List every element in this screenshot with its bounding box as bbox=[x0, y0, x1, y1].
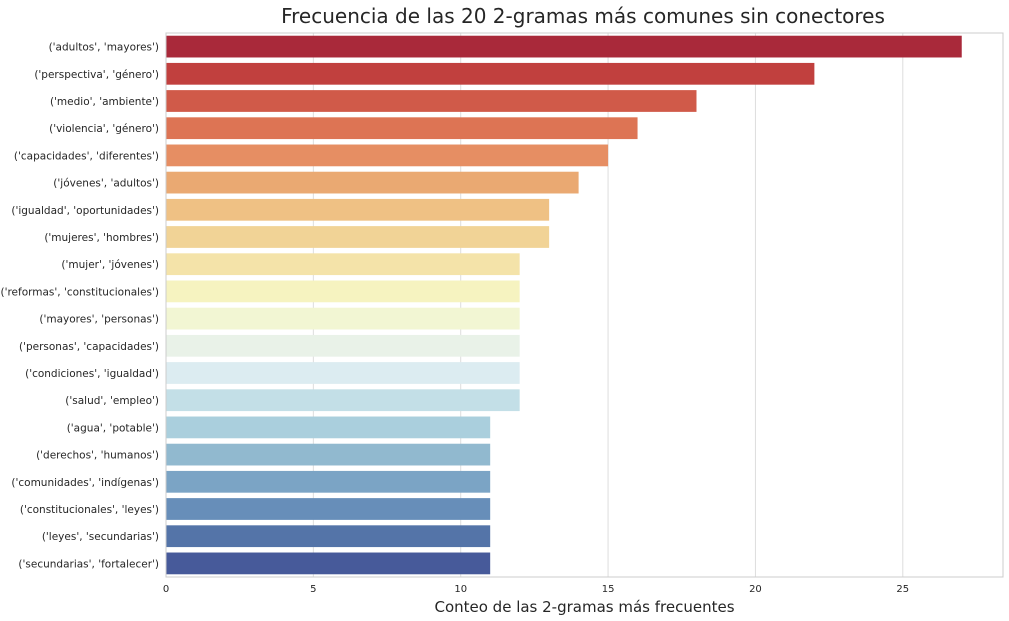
bar bbox=[166, 62, 815, 85]
bar bbox=[166, 443, 491, 466]
y-tick-label: ('mayores', 'personas') bbox=[39, 314, 159, 326]
x-tick-label: 10 bbox=[454, 584, 467, 595]
bar bbox=[166, 280, 520, 303]
bar bbox=[166, 117, 638, 140]
bar bbox=[166, 90, 697, 112]
bar bbox=[166, 470, 491, 493]
x-tick-label: 0 bbox=[163, 584, 169, 595]
y-tick-labels: ('adultos', 'mayores') ('perspectiva', 'g… bbox=[0, 42, 159, 571]
bar bbox=[166, 362, 520, 384]
y-tick-label: ('capacidades', 'diferentes') bbox=[14, 150, 159, 162]
x-axis-label: Conteo de las 2-gramas más frecuentes bbox=[434, 598, 734, 616]
bar bbox=[166, 498, 491, 520]
bar bbox=[166, 198, 550, 221]
plot-frame bbox=[165, 32, 1004, 578]
bar bbox=[166, 389, 520, 412]
bar bbox=[166, 307, 520, 330]
y-tick-label: ('reformas', 'constitucionales') bbox=[0, 286, 159, 298]
y-tick-label: ('mujeres', 'hombres') bbox=[44, 232, 159, 244]
y-tick-label: ('igualdad', 'oportunidades') bbox=[11, 205, 159, 217]
bar bbox=[166, 144, 609, 167]
x-tick-labels: 0 5 10 15 20 25 bbox=[163, 584, 909, 595]
bar bbox=[166, 253, 520, 276]
y-tick-label: ('mujer', 'jóvenes') bbox=[61, 259, 159, 271]
x-tick-label: 5 bbox=[310, 584, 316, 595]
y-tick-label: ('jóvenes', 'adultos') bbox=[53, 178, 159, 190]
bars bbox=[166, 35, 962, 575]
y-tick-label: ('constitucionales', 'leyes') bbox=[20, 504, 159, 516]
bar bbox=[166, 552, 491, 575]
y-tick-label: ('violencia', 'género') bbox=[49, 123, 159, 135]
bar bbox=[166, 35, 962, 58]
y-tick-label: ('adultos', 'mayores') bbox=[49, 42, 159, 54]
x-tick-label: 20 bbox=[749, 584, 762, 595]
x-tick-label: 15 bbox=[602, 584, 615, 595]
y-tick-label: ('leyes', 'secundarias') bbox=[42, 531, 159, 543]
bar bbox=[166, 334, 520, 357]
y-tick-label: ('medio', 'ambiente') bbox=[50, 96, 159, 108]
y-tick-label: ('salud', 'empleo') bbox=[65, 395, 159, 407]
grid-lines bbox=[165, 33, 904, 577]
y-tick-label: ('perspectiva', 'género') bbox=[34, 69, 159, 81]
y-tick-label: ('secundarias', 'fortalecer') bbox=[18, 558, 159, 570]
y-tick-label: ('derechos', 'humanos') bbox=[36, 450, 159, 462]
y-tick-label: ('comunidades', 'indígenas') bbox=[11, 477, 159, 489]
bar bbox=[166, 416, 491, 439]
y-tick-label: ('condiciones', 'igualdad') bbox=[25, 368, 159, 380]
y-tick-label: ('personas', 'capacidades') bbox=[19, 341, 159, 353]
bar bbox=[166, 525, 491, 548]
chart-title: Frecuencia de las 20 2-gramas más comune… bbox=[281, 4, 885, 28]
bar bbox=[166, 171, 579, 194]
bar bbox=[166, 226, 550, 248]
y-tick-label: ('agua', 'potable') bbox=[67, 422, 159, 434]
x-tick-label: 25 bbox=[896, 584, 909, 595]
